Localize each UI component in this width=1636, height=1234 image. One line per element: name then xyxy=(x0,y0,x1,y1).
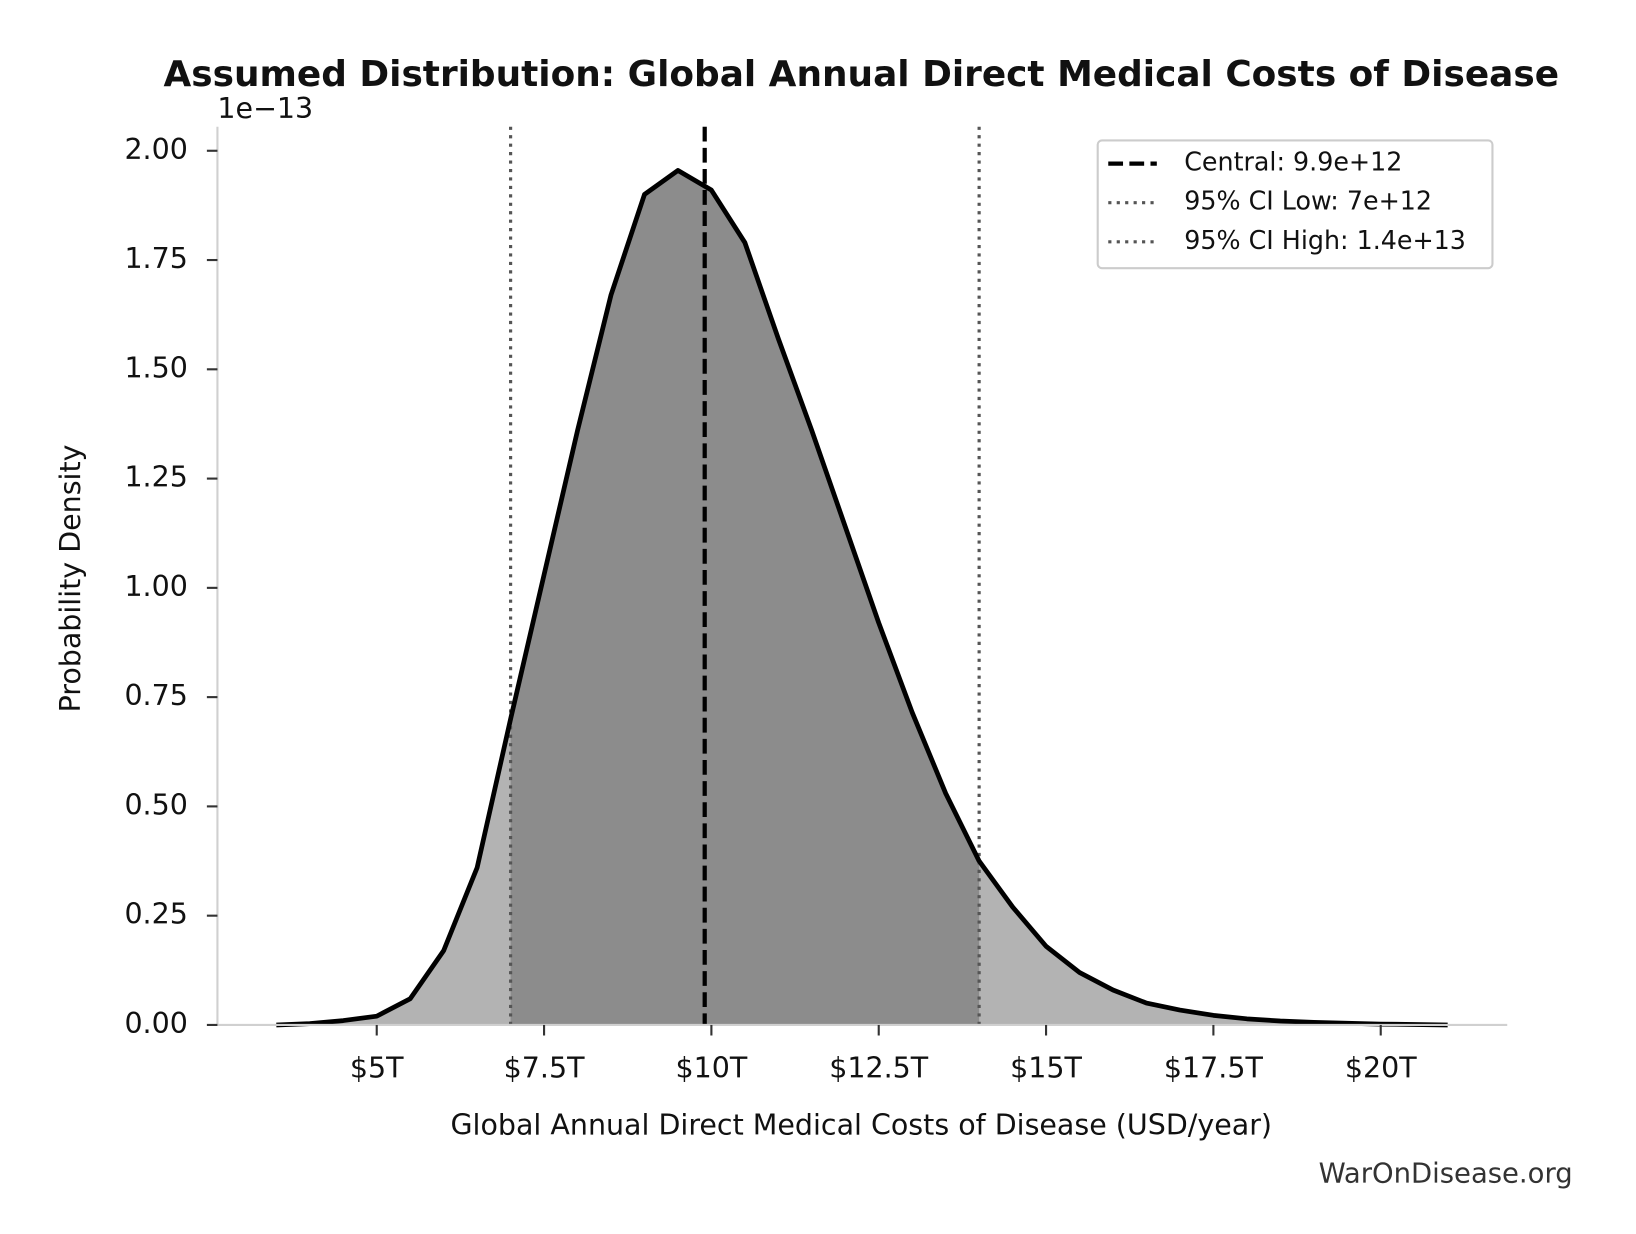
y-tick-label: 2.00 xyxy=(124,133,187,166)
y-tick-label: 0.00 xyxy=(124,1007,187,1040)
watermark: WarOnDisease.org xyxy=(1319,1158,1573,1189)
x-tick-label: $10T xyxy=(676,1051,748,1084)
x-tick-label: $5T xyxy=(350,1051,404,1084)
legend-label: Central: 9.9e+12 xyxy=(1184,147,1402,177)
ci-area xyxy=(510,170,980,1025)
legend-label: 95% CI Low: 7e+12 xyxy=(1184,186,1432,216)
chart-title: Assumed Distribution: Global Annual Dire… xyxy=(163,54,1559,95)
y-tick-label: 0.75 xyxy=(124,679,187,712)
x-tick-label: $15T xyxy=(1010,1051,1082,1084)
legend-label: 95% CI High: 1.4e+13 xyxy=(1184,225,1466,255)
y-offset-label: 1e−13 xyxy=(217,92,313,125)
y-tick-label: 0.25 xyxy=(124,898,187,931)
y-tick-label: 1.00 xyxy=(124,570,187,603)
x-tick-label: $12.5T xyxy=(829,1051,929,1084)
x-tick-label: $20T xyxy=(1345,1051,1417,1084)
y-tick-label: 1.75 xyxy=(124,242,187,275)
y-tick-label: 1.25 xyxy=(124,461,187,494)
x-tick-label: $17.5T xyxy=(1164,1051,1264,1084)
x-axis-label: Global Annual Direct Medical Costs of Di… xyxy=(450,1108,1272,1141)
y-axis-label: Probability Density xyxy=(54,444,87,712)
legend-box xyxy=(1096,139,1494,270)
y-tick-label: 0.50 xyxy=(124,788,187,821)
x-tick-label: $7.5T xyxy=(504,1051,585,1084)
y-tick-label: 1.50 xyxy=(124,351,187,384)
density-line xyxy=(276,168,1448,1028)
